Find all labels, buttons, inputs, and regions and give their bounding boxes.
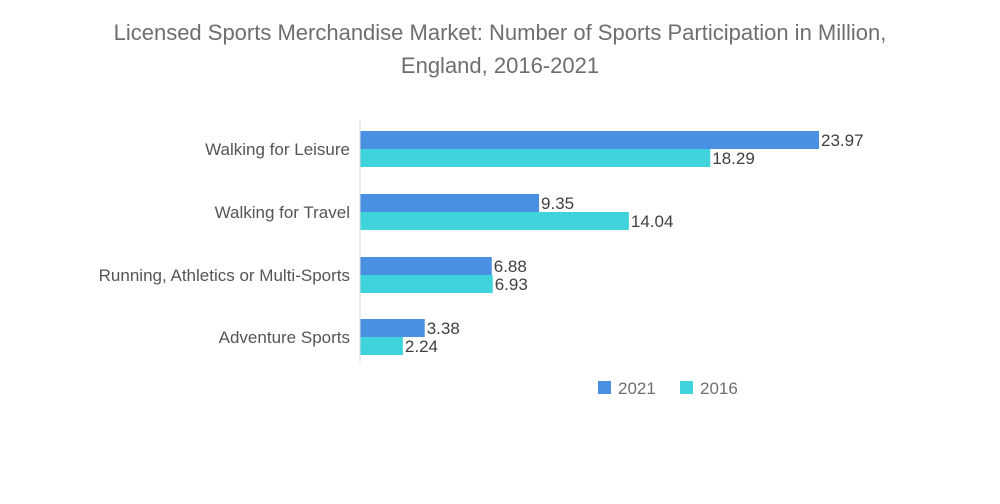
legend-swatch-2021 bbox=[598, 381, 611, 394]
data-label-2021-walking-for-leisure: 23.97 bbox=[821, 131, 864, 150]
legend-label-2021: 2021 bbox=[618, 379, 656, 398]
labels-group: Walking for Leisure 23.97 18.29 Walking for… bbox=[99, 131, 864, 356]
bar-2016-walking-for-leisure bbox=[360, 149, 711, 167]
legend-swatch-2016 bbox=[680, 381, 693, 394]
category-label-walking-for-travel: Walking for Travel bbox=[215, 203, 350, 222]
chart-title: Licensed Sports Merchandise Market: Numb… bbox=[40, 16, 960, 82]
chart-title-line-1: Licensed Sports Merchandise Market: Numb… bbox=[113, 20, 887, 45]
data-label-2016-running-athletics-or-multi-sports: 6.93 bbox=[495, 275, 528, 294]
category-label-running-athletics-or-multi-sports: Running, Athletics or Multi-Sports bbox=[99, 266, 350, 285]
bars-group bbox=[360, 131, 820, 355]
bar-2016-running-athletics-or-multi-sports bbox=[360, 275, 493, 293]
legend-label-2016: 2016 bbox=[700, 379, 738, 398]
category-label-adventure-sports: Adventure Sports bbox=[219, 328, 350, 347]
data-label-2016-walking-for-travel: 14.04 bbox=[631, 212, 674, 231]
bar-2021-running-athletics-or-multi-sports bbox=[360, 257, 492, 275]
data-label-2016-walking-for-leisure: 18.29 bbox=[712, 149, 755, 168]
bar-2016-walking-for-travel bbox=[360, 212, 629, 230]
data-label-2021-walking-for-travel: 9.35 bbox=[541, 194, 574, 213]
bar-2021-walking-for-leisure bbox=[360, 131, 820, 149]
data-label-2021-running-athletics-or-multi-sports: 6.88 bbox=[494, 257, 527, 276]
legend: 2021 2016 bbox=[598, 379, 738, 398]
data-label-2016-adventure-sports: 2.24 bbox=[405, 337, 438, 356]
bar-2021-walking-for-travel bbox=[360, 194, 540, 212]
bar-2021-adventure-sports bbox=[360, 319, 425, 337]
data-label-2021-adventure-sports: 3.38 bbox=[427, 319, 460, 338]
category-label-walking-for-leisure: Walking for Leisure bbox=[205, 140, 350, 159]
chart-title-line-2: England, 2016-2021 bbox=[400, 53, 600, 78]
bar-2016-adventure-sports bbox=[360, 337, 403, 355]
